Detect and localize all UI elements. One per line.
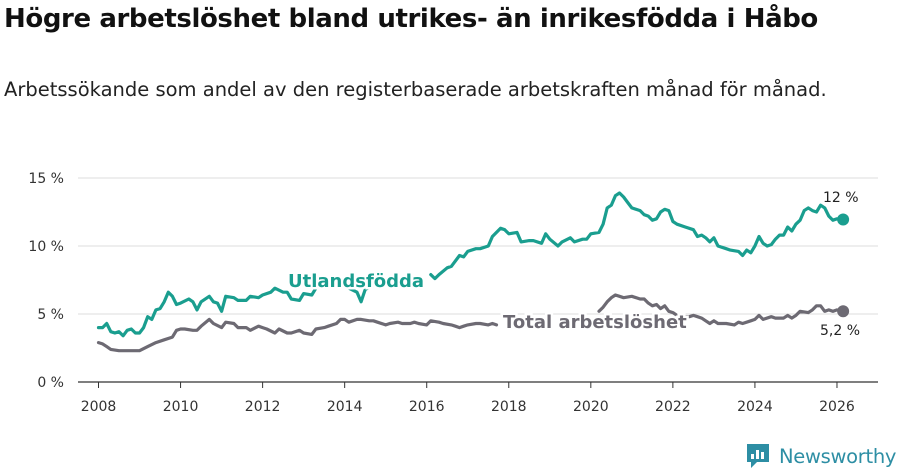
x-tick-label-2008: 2008 [81,399,117,415]
x-tick-label-2014: 2014 [327,399,363,415]
brand-logo: Newsworthy [745,441,896,471]
x-tick-label-2010: 2010 [163,399,199,415]
chart-subtitle: Arbetssökande som andel av den registerb… [4,78,827,101]
grid-lines [78,177,878,383]
y-tick-label-10: 10 % [28,239,64,255]
series-line-utlandsf-dda [96,191,845,338]
y-tick-label-0: 0 % [37,375,64,391]
x-tick-label-2024: 2024 [737,399,773,415]
y-tick-label-15: 15 % [28,171,64,187]
line-chart: 0 %5 %10 %15 % 2008 2010 2012 2014 2016 2018 2… [28,171,878,415]
x-tick-label-2016: 2016 [409,399,445,415]
x-tick-label-2020: 2020 [573,399,609,415]
x-tick-label-2018: 2018 [491,399,527,415]
x-tick-label-2026: 2026 [819,399,855,415]
x-axis: 2008 2010 2012 2014 2016 2018 2020 2022 2024 2026 [81,382,855,415]
chart-title: Högre arbetslöshet bland utrikes- än inr… [4,4,818,34]
end-marker-total-arbetsl-shet [837,305,850,318]
end-label-utlandsfodda: 12 % [823,190,859,206]
series-group [96,191,850,353]
brand-name: Newsworthy [779,444,897,468]
newsworthy-icon [747,444,769,468]
y-axis: 0 % 5 % 10 % 15 % [28,171,64,391]
x-tick-label-2022: 2022 [655,399,691,415]
label-total-arbetsloshet: Total arbetslöshet [503,312,687,333]
series-line-total-arbetsl-shet [96,293,845,353]
label-utlandsfodda: Utlandsfödda [288,271,424,292]
y-tick-label-5: 5 % [37,307,64,323]
end-label-total: 5,2 % [820,323,860,339]
x-tick-label-2012: 2012 [245,399,281,415]
series-labels: Utlandsfödda Total arbetslöshet 12 % 5,2… [286,190,861,339]
end-marker-utlandsf-dda [837,213,850,226]
